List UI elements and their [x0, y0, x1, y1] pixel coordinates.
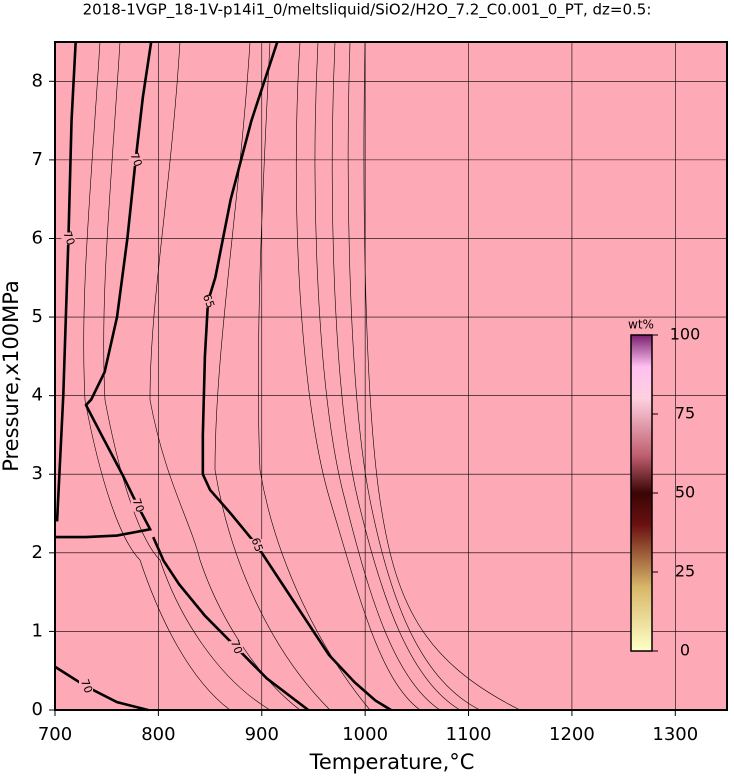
- contour-label: 70: [130, 497, 147, 515]
- y-tick-label: 8: [32, 70, 43, 91]
- y-tick-label: 4: [32, 385, 43, 406]
- x-axis-label: Temperature,°C: [309, 750, 475, 774]
- x-tick-label: 800: [141, 724, 175, 745]
- minor-contours: [83, 41, 521, 711]
- contour-label-bg: [128, 153, 143, 166]
- contour-label: 70: [228, 638, 245, 656]
- colorbar-tick-label: 75: [675, 404, 695, 423]
- contour-label: 70: [128, 151, 145, 169]
- chart-title: 2018-1VGP_18-1V-p14i1_0/meltsliquid/SiO2…: [83, 1, 652, 20]
- y-tick-label: 1: [32, 620, 43, 641]
- x-tick-label: 1100: [446, 724, 492, 745]
- y-tick-label: 6: [32, 227, 43, 248]
- plot-background: [55, 42, 727, 710]
- contour-label-bg: [201, 295, 216, 308]
- contour-label-bg: [79, 680, 94, 693]
- contour-label-bg: [249, 538, 264, 551]
- contour-label: 70: [78, 677, 95, 695]
- colorbar-title: wt%: [628, 318, 654, 332]
- contour-label: 65: [200, 292, 217, 310]
- contour-label: 65: [249, 536, 266, 554]
- contour-label-bg: [61, 232, 76, 245]
- major-contours: 70 70 65 65 70 70 70: [54, 41, 392, 712]
- y-tick-label: 2: [32, 542, 43, 563]
- x-tick-label: 700: [38, 724, 72, 745]
- contour-label-bg: [228, 641, 243, 654]
- x-tick-label: 900: [245, 724, 279, 745]
- colorbar: [630, 334, 653, 652]
- contour-line: [152, 536, 310, 712]
- x-tick-label: 1300: [652, 724, 698, 745]
- y-tick-label: 7: [32, 149, 43, 170]
- contour-line: [55, 41, 153, 539]
- x-tick-label: 1000: [342, 724, 388, 745]
- colorbar-tick-label: 100: [670, 325, 701, 344]
- y-axis-label: Pressure,x100MPa: [0, 280, 23, 472]
- contour-line: [54, 665, 149, 712]
- x-tick-label: 1200: [549, 724, 595, 745]
- y-tick-label: 0: [32, 699, 43, 720]
- colorbar-tick-label: 0: [680, 641, 690, 660]
- plot-frame: [54, 41, 728, 711]
- y-tick-label: 3: [32, 463, 43, 484]
- contour-label-bg: [130, 499, 145, 512]
- y-tick-label: 5: [32, 306, 43, 327]
- contour-label: 70: [60, 229, 77, 247]
- contour-line: [201, 41, 392, 712]
- colorbar-tick-label: 25: [675, 562, 695, 581]
- colorbar-tick-label: 50: [675, 483, 695, 502]
